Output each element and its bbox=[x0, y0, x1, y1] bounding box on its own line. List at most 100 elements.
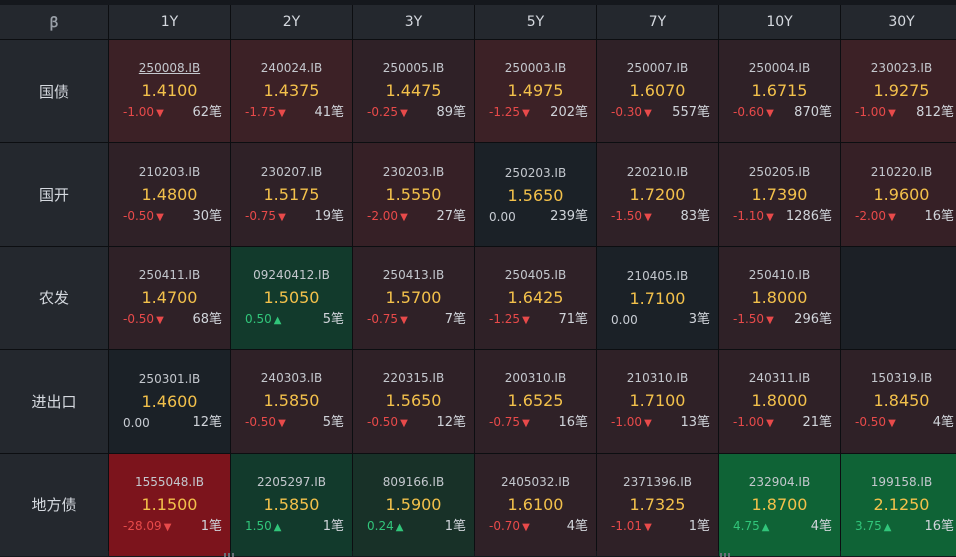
quote-cell[interactable]: 250205.IB 1.7390 -1.10 ▼ 1286笔 bbox=[719, 143, 840, 246]
bond-code[interactable]: 250410.IB bbox=[748, 267, 811, 282]
quote-cell[interactable]: 210220.IB 1.9600 -2.00 ▼ 16笔 bbox=[841, 143, 956, 246]
quote-cell[interactable]: 250008.IB 1.4100 -1.00 ▼ 62笔 bbox=[109, 40, 230, 143]
bond-code[interactable]: 210405.IB bbox=[626, 268, 689, 283]
bond-code[interactable]: 250405.IB bbox=[504, 267, 567, 282]
quote-cell[interactable]: 250003.IB 1.4975 -1.25 ▼ 202笔 bbox=[475, 40, 596, 143]
quote-cell[interactable]: 220210.IB 1.7200 -1.50 ▼ 83笔 bbox=[597, 143, 718, 246]
tenor-header[interactable]: 10Y bbox=[719, 5, 840, 39]
tenor-header[interactable]: 30Y bbox=[841, 5, 956, 39]
bond-code[interactable]: 250005.IB bbox=[382, 61, 445, 76]
trade-count: 41笔 bbox=[314, 105, 344, 121]
change-text: -0.60 bbox=[733, 105, 765, 120]
trade-count: 12笔 bbox=[192, 415, 222, 431]
bond-code[interactable]: 1555048.IB bbox=[134, 474, 205, 489]
quote-cell[interactable]: 210405.IB 1.7100 0.00 3笔 bbox=[597, 246, 718, 350]
quote-cell[interactable]: 250301.IB 1.4600 0.00 12笔 bbox=[109, 350, 230, 453]
bond-code[interactable]: 210203.IB bbox=[138, 164, 201, 179]
quote-meta: -0.70 ▼ 4笔 bbox=[475, 518, 596, 536]
quote-cell[interactable]: 250005.IB 1.4475 -0.25 ▼ 89笔 bbox=[353, 40, 474, 143]
change-value: -0.30 ▼ bbox=[611, 104, 652, 122]
bond-code[interactable]: 240311.IB bbox=[748, 371, 811, 386]
quote-cell[interactable]: 09240412.IB 1.5050 0.50 ▲ 5笔 bbox=[231, 246, 352, 350]
change-value: 1.50 ▲ bbox=[245, 518, 281, 536]
bond-code[interactable]: 220315.IB bbox=[382, 371, 445, 386]
tenor-header[interactable]: 7Y bbox=[597, 5, 718, 39]
bond-code[interactable]: 250008.IB bbox=[138, 61, 201, 76]
change-value: -1.25 ▼ bbox=[489, 311, 530, 329]
quote-cell[interactable]: 250004.IB 1.6715 -0.60 ▼ 870笔 bbox=[719, 40, 840, 143]
quote-cell[interactable]: 809166.IB 1.5900 0.24 ▲ 1笔 bbox=[353, 453, 474, 556]
down-arrow-icon: ▼ bbox=[156, 211, 164, 223]
bond-code[interactable]: 210220.IB bbox=[870, 164, 933, 179]
quote-meta: -0.75 ▼ 7笔 bbox=[353, 311, 474, 329]
bond-code[interactable]: 200310.IB bbox=[504, 371, 567, 386]
yield-value: 1.4475 bbox=[385, 81, 442, 101]
column-resize-handle[interactable] bbox=[720, 553, 730, 557]
bond-code[interactable]: 199158.IB bbox=[870, 474, 933, 489]
quote-cell[interactable]: 1555048.IB 1.1500 -28.09 ▼ 1笔 bbox=[109, 453, 230, 556]
bond-code[interactable]: 230023.IB bbox=[870, 61, 933, 76]
bond-code[interactable]: 250413.IB bbox=[382, 267, 445, 282]
quote-cell[interactable]: 250007.IB 1.6070 -0.30 ▼ 557笔 bbox=[597, 40, 718, 143]
bond-code[interactable]: 250205.IB bbox=[748, 164, 811, 179]
quote-meta: -1.25 ▼ 202笔 bbox=[475, 104, 596, 122]
yield-value: 1.4375 bbox=[263, 81, 320, 101]
bond-code[interactable]: 230203.IB bbox=[382, 164, 445, 179]
quote-cell[interactable]: 240311.IB 1.8000 -1.00 ▼ 21笔 bbox=[719, 350, 840, 453]
bond-code[interactable]: 809166.IB bbox=[382, 474, 445, 489]
quote-cell[interactable]: 240024.IB 1.4375 -1.75 ▼ 41笔 bbox=[231, 40, 352, 143]
bond-code[interactable]: 2405032.IB bbox=[500, 474, 571, 489]
quote-meta: 0.00 12笔 bbox=[109, 415, 230, 431]
quote-cell[interactable]: 2371396.IB 1.7325 -1.01 ▼ 1笔 bbox=[597, 453, 718, 556]
quote-cell[interactable]: 210203.IB 1.4800 -0.50 ▼ 30笔 bbox=[109, 143, 230, 246]
tenor-header[interactable]: 5Y bbox=[475, 5, 596, 39]
bond-code[interactable]: 250007.IB bbox=[626, 61, 689, 76]
quote-cell[interactable]: 250413.IB 1.5700 -0.75 ▼ 7笔 bbox=[353, 246, 474, 350]
down-arrow-icon: ▼ bbox=[888, 211, 896, 223]
quote-cell[interactable]: 250405.IB 1.6425 -1.25 ▼ 71笔 bbox=[475, 246, 596, 350]
bond-code[interactable]: 240024.IB bbox=[260, 61, 323, 76]
down-arrow-icon: ▼ bbox=[766, 211, 774, 223]
bond-code[interactable]: 2205297.IB bbox=[256, 474, 327, 489]
bond-code[interactable]: 220210.IB bbox=[626, 164, 689, 179]
quote-cell[interactable]: 200310.IB 1.6525 -0.75 ▼ 16笔 bbox=[475, 350, 596, 453]
quote-cell[interactable]: 210310.IB 1.7100 -1.00 ▼ 13笔 bbox=[597, 350, 718, 453]
change-value: -2.00 ▼ bbox=[367, 208, 408, 226]
trade-count: 4笔 bbox=[810, 518, 832, 534]
quote-cell[interactable]: 250410.IB 1.8000 -1.50 ▼ 296笔 bbox=[719, 246, 840, 350]
bond-code[interactable]: 250003.IB bbox=[504, 61, 567, 76]
bond-code[interactable]: 250301.IB bbox=[138, 372, 201, 387]
bond-code[interactable]: 240303.IB bbox=[260, 371, 323, 386]
change-text: 0.50 bbox=[245, 311, 272, 326]
bond-code[interactable]: 230207.IB bbox=[260, 164, 323, 179]
down-arrow-icon: ▼ bbox=[644, 418, 652, 430]
bond-code[interactable]: 210310.IB bbox=[626, 371, 689, 386]
tenor-header[interactable]: 1Y bbox=[109, 5, 230, 39]
column-resize-handle[interactable] bbox=[224, 553, 234, 557]
quote-cell[interactable]: 240303.IB 1.5850 -0.50 ▼ 5笔 bbox=[231, 350, 352, 453]
quote-cell[interactable]: 230023.IB 1.9275 -1.00 ▼ 812笔 bbox=[841, 40, 956, 143]
down-arrow-icon: ▼ bbox=[156, 108, 164, 120]
quote-cell[interactable]: 250411.IB 1.4700 -0.50 ▼ 68笔 bbox=[109, 246, 230, 350]
quote-cell[interactable]: 232904.IB 1.8700 4.75 ▲ 4笔 bbox=[719, 453, 840, 556]
bond-code[interactable]: 2371396.IB bbox=[622, 474, 693, 489]
quote-cell[interactable]: 220315.IB 1.5650 -0.50 ▼ 12笔 bbox=[353, 350, 474, 453]
quote-cell[interactable]: 2405032.IB 1.6100 -0.70 ▼ 4笔 bbox=[475, 453, 596, 556]
quote-cell[interactable]: 250203.IB 1.5650 0.00 239笔 bbox=[475, 143, 596, 246]
quote-cell[interactable]: 199158.IB 2.1250 3.75 ▲ 16笔 bbox=[841, 453, 956, 556]
bond-code[interactable]: 09240412.IB bbox=[253, 267, 330, 282]
quote-cell[interactable]: 2205297.IB 1.5850 1.50 ▲ 1笔 bbox=[231, 453, 352, 556]
bond-code[interactable]: 232904.IB bbox=[748, 474, 811, 489]
bond-code[interactable]: 250203.IB bbox=[504, 165, 567, 180]
yield-value: 1.9600 bbox=[873, 184, 930, 204]
tenor-header[interactable]: 2Y bbox=[231, 5, 352, 39]
yield-value: 1.4600 bbox=[141, 392, 198, 412]
quote-cell[interactable]: 230203.IB 1.5550 -2.00 ▼ 27笔 bbox=[353, 143, 474, 246]
down-arrow-icon: ▼ bbox=[522, 521, 530, 533]
bond-code[interactable]: 250411.IB bbox=[138, 267, 201, 282]
bond-code[interactable]: 150319.IB bbox=[870, 371, 933, 386]
quote-cell[interactable]: 230207.IB 1.5175 -0.75 ▼ 19笔 bbox=[231, 143, 352, 246]
quote-cell[interactable]: 150319.IB 1.8450 -0.50 ▼ 4笔 bbox=[841, 350, 956, 453]
bond-code[interactable]: 250004.IB bbox=[748, 61, 811, 76]
tenor-header[interactable]: 3Y bbox=[353, 5, 474, 39]
